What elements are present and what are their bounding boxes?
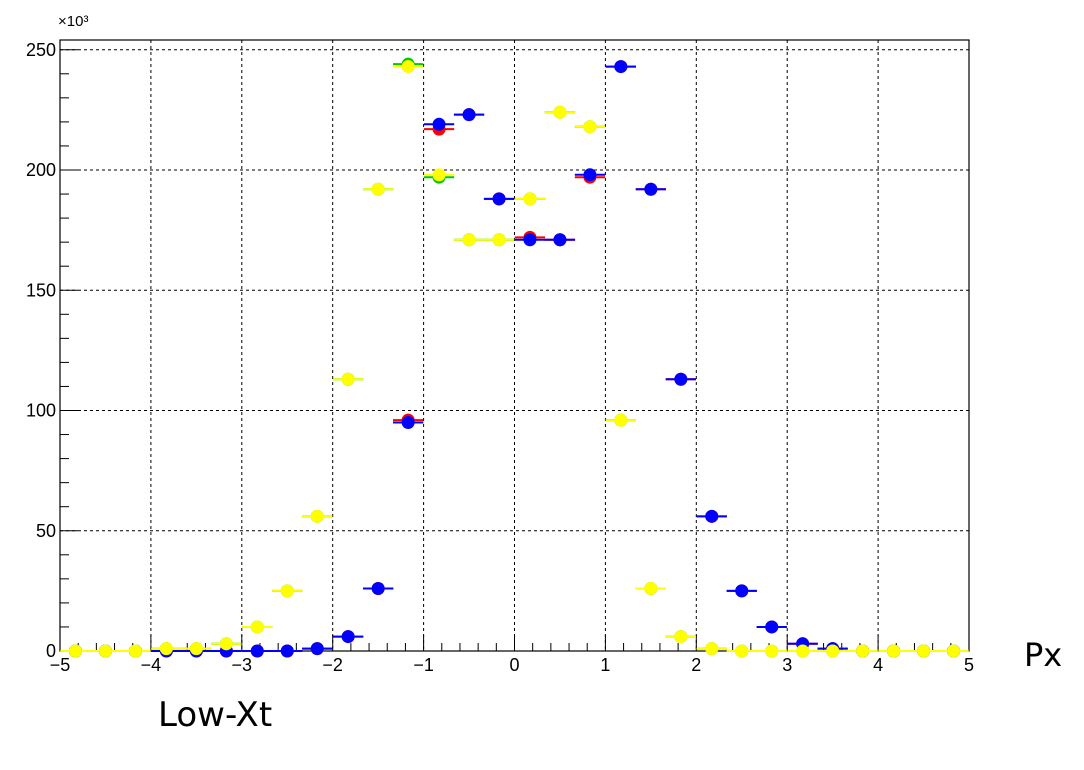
data-point xyxy=(705,642,719,656)
y-tick-label: 200 xyxy=(26,160,56,180)
data-point xyxy=(523,233,537,247)
data-point xyxy=(98,644,112,658)
footer-caption: Low-Xt xyxy=(158,695,273,735)
x-tick-label: 4 xyxy=(873,655,883,675)
y-multiplier-label: ×10³ xyxy=(58,13,88,30)
data-point xyxy=(674,372,688,386)
data-point xyxy=(280,644,294,658)
data-point xyxy=(250,644,264,658)
x-tick-label: 0 xyxy=(509,655,519,675)
data-point xyxy=(644,581,658,595)
data-point xyxy=(765,620,779,634)
data-point xyxy=(310,509,324,523)
data-point xyxy=(462,233,476,247)
data-point xyxy=(128,644,142,658)
x-tick-label: 5 xyxy=(964,655,974,675)
data-point xyxy=(341,372,355,386)
y-tick-label: 250 xyxy=(26,40,56,60)
y-tick-label: 50 xyxy=(36,521,56,541)
data-point xyxy=(341,630,355,644)
x-tick-label: 3 xyxy=(782,655,792,675)
y-tick-label: 100 xyxy=(26,401,56,421)
data-point xyxy=(796,644,810,658)
x-tick-label: 2 xyxy=(691,655,701,675)
data-point xyxy=(492,192,506,206)
data-point xyxy=(735,644,749,658)
data-point xyxy=(735,584,749,598)
data-point xyxy=(705,509,719,523)
data-point xyxy=(68,644,82,658)
data-point xyxy=(159,642,173,656)
data-point xyxy=(614,60,628,74)
data-point xyxy=(553,105,567,119)
x-axis-title: Px xyxy=(1024,636,1063,674)
data-point xyxy=(583,120,597,134)
data-point xyxy=(371,182,385,196)
y-tick-label: 150 xyxy=(26,280,56,300)
x-tick-label: 1 xyxy=(600,655,610,675)
x-tick-label: −1 xyxy=(413,655,434,675)
data-point xyxy=(644,182,658,196)
x-tick-label: −5 xyxy=(50,655,71,675)
x-tick-label: −4 xyxy=(141,655,162,675)
data-point xyxy=(462,108,476,122)
data-point xyxy=(250,620,264,634)
data-point xyxy=(583,168,597,182)
data-point xyxy=(310,642,324,656)
data-point xyxy=(432,168,446,182)
data-point xyxy=(917,644,931,658)
x-tick-label: −2 xyxy=(322,655,343,675)
data-point xyxy=(765,644,779,658)
data-point xyxy=(280,584,294,598)
data-point xyxy=(432,117,446,131)
data-point xyxy=(674,630,688,644)
data-point xyxy=(219,637,233,651)
data-point xyxy=(492,233,506,247)
data-point xyxy=(856,644,870,658)
y-tick-label: 0 xyxy=(46,641,56,661)
x-tick-label: −3 xyxy=(232,655,253,675)
data-point xyxy=(401,60,415,74)
data-point xyxy=(887,644,901,658)
data-point xyxy=(826,644,840,658)
data-point xyxy=(401,416,415,430)
data-point xyxy=(189,642,203,656)
data-point xyxy=(553,233,567,247)
data-point xyxy=(523,192,537,206)
data-point xyxy=(614,413,628,427)
data-point xyxy=(947,644,961,658)
data-point xyxy=(371,581,385,595)
